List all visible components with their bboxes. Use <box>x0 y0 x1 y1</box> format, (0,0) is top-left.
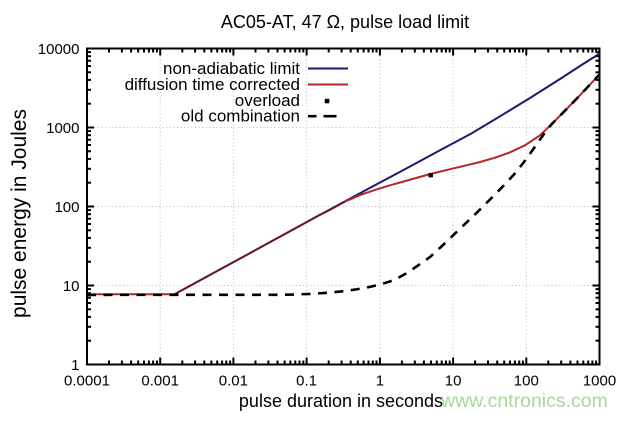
svg-text:0.1: 0.1 <box>296 373 317 390</box>
svg-text:100: 100 <box>514 373 539 390</box>
svg-text:10000: 10000 <box>38 41 80 58</box>
svg-text:1: 1 <box>376 373 384 390</box>
svg-text:diffusion time corrected: diffusion time corrected <box>125 75 300 94</box>
svg-text:0.001: 0.001 <box>141 373 179 390</box>
svg-text:pulse duration in seconds: pulse duration in seconds <box>239 391 443 411</box>
svg-text:1000: 1000 <box>46 120 79 137</box>
svg-text:overload: overload <box>235 91 300 110</box>
svg-text:1000: 1000 <box>583 373 616 390</box>
svg-text:AC05-AT, 47 Ω, pulse load limi: AC05-AT, 47 Ω, pulse load limit <box>221 12 469 32</box>
svg-text:old combination: old combination <box>181 107 300 126</box>
svg-text:10: 10 <box>63 278 80 295</box>
svg-text:pulse energy in Joules: pulse energy in Joules <box>8 109 31 318</box>
svg-text:non-adiabatic limit: non-adiabatic limit <box>163 59 300 78</box>
svg-text:www.cntronics.com: www.cntronics.com <box>440 390 608 412</box>
svg-text:10: 10 <box>445 373 462 390</box>
svg-text:100: 100 <box>54 199 79 216</box>
svg-text:0.01: 0.01 <box>219 373 248 390</box>
svg-text:1: 1 <box>71 357 79 374</box>
svg-text:0.0001: 0.0001 <box>64 373 110 390</box>
